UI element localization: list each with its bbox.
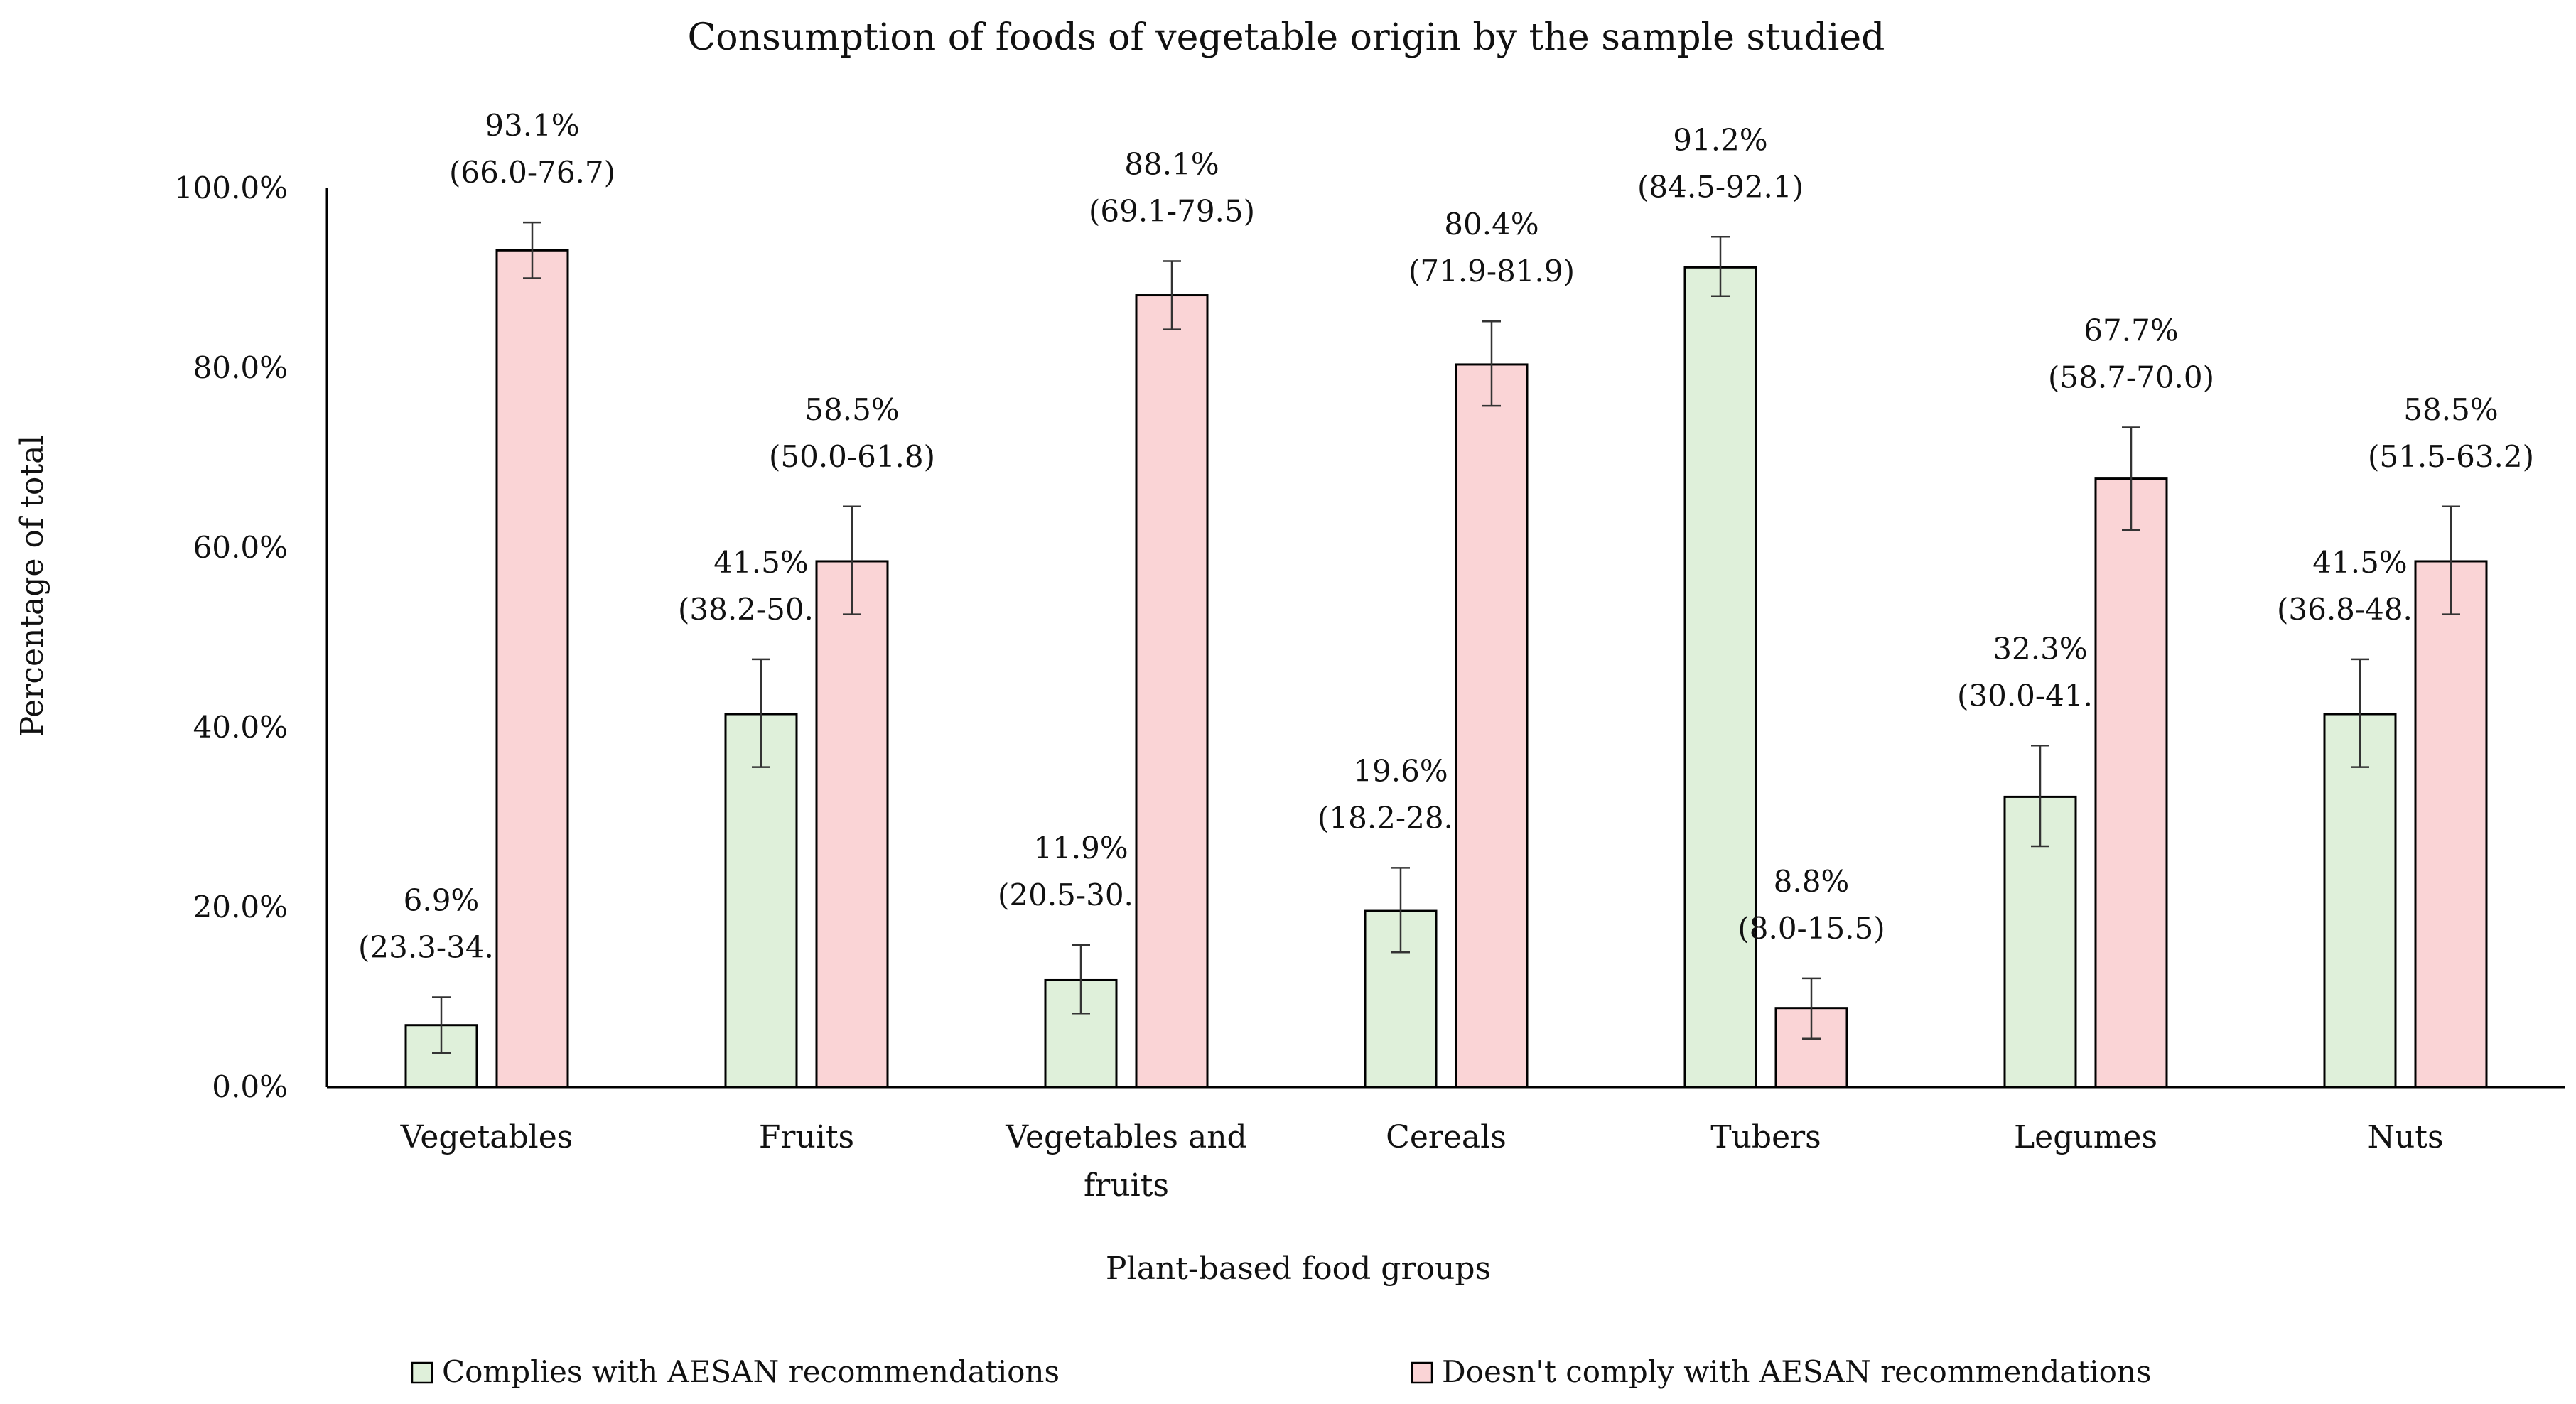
data-label: 67.7% xyxy=(2084,313,2178,347)
y-tick-label: 0.0% xyxy=(212,1069,288,1104)
data-label-interval: (50.0-61.8) xyxy=(769,439,935,474)
data-label: 91.2% xyxy=(1673,122,1767,157)
y-tick-label: 100.0% xyxy=(174,171,288,205)
y-tick-label: 80.0% xyxy=(193,350,288,385)
data-label-interval: (71.9-81.9) xyxy=(1408,254,1575,288)
x-tick-label: Vegetables and fruits xyxy=(1005,1119,1246,1204)
data-label: 58.5% xyxy=(804,392,899,427)
x-tick-label: Tubers xyxy=(1710,1119,1821,1155)
data-label: 58.5% xyxy=(2403,392,2498,427)
bar xyxy=(724,713,798,1089)
bar xyxy=(495,249,569,1089)
plot-area: 0.0% 20.0% 40.0% 60.0% 80.0% 100.0% Vegetables… xyxy=(174,108,2565,1204)
x-tick-label: Fruits xyxy=(759,1119,854,1155)
x-tick-label: Vegetables xyxy=(400,1119,573,1155)
legend-swatch xyxy=(411,1361,433,1384)
data-label: 11.9% xyxy=(1033,831,1128,865)
y-tick-label: 60.0% xyxy=(193,530,288,565)
data-label-interval: (69.1-79.5) xyxy=(1089,193,1255,228)
legend-label: Complies with AESAN recommendations xyxy=(442,1354,1060,1389)
bar xyxy=(2094,477,2168,1089)
bar xyxy=(2323,713,2397,1089)
bar xyxy=(1135,294,1209,1089)
data-label-interval: (8.0-15.5) xyxy=(1737,911,1885,946)
y-axis-title: Percentage of total xyxy=(14,436,50,738)
data-label: 19.6% xyxy=(1353,753,1448,788)
data-label: 6.9% xyxy=(404,883,480,918)
bar xyxy=(1455,363,1529,1089)
chart-title: Consumption of foods of vegetable origin… xyxy=(688,16,1885,59)
data-label-interval: (66.0-76.7) xyxy=(449,155,615,190)
data-label-interval: (58.7-70.0) xyxy=(2048,360,2214,394)
x-tick-label: Nuts xyxy=(2367,1119,2443,1155)
x-tick-label: Cereals xyxy=(1386,1119,1507,1155)
legend-label: Doesn't comply with AESAN recommendation… xyxy=(1442,1354,2152,1389)
bar xyxy=(1774,1007,1848,1089)
bar xyxy=(815,560,889,1089)
x-tick-label: Legumes xyxy=(2014,1119,2157,1155)
data-label: 32.3% xyxy=(1993,631,2087,666)
data-label: 8.8% xyxy=(1774,864,1850,899)
data-label: 88.1% xyxy=(1124,146,1219,181)
data-label: 80.4% xyxy=(1444,207,1538,242)
data-label: 41.5% xyxy=(713,545,808,580)
bar xyxy=(2414,560,2488,1089)
legend: Complies with AESAN recommendations Doesn… xyxy=(411,1354,2152,1389)
data-label-interval: (51.5-63.2) xyxy=(2368,439,2534,474)
legend-swatch xyxy=(1411,1361,1433,1384)
x-axis-title: Plant-based food groups xyxy=(1106,1251,1491,1287)
data-label: 41.5% xyxy=(2312,545,2407,580)
data-label-interval: (84.5-92.1) xyxy=(1637,169,1804,204)
bar xyxy=(1683,266,1757,1089)
y-tick-label: 20.0% xyxy=(193,890,288,924)
y-tick-label: 40.0% xyxy=(193,710,288,745)
data-label: 93.1% xyxy=(485,108,579,143)
